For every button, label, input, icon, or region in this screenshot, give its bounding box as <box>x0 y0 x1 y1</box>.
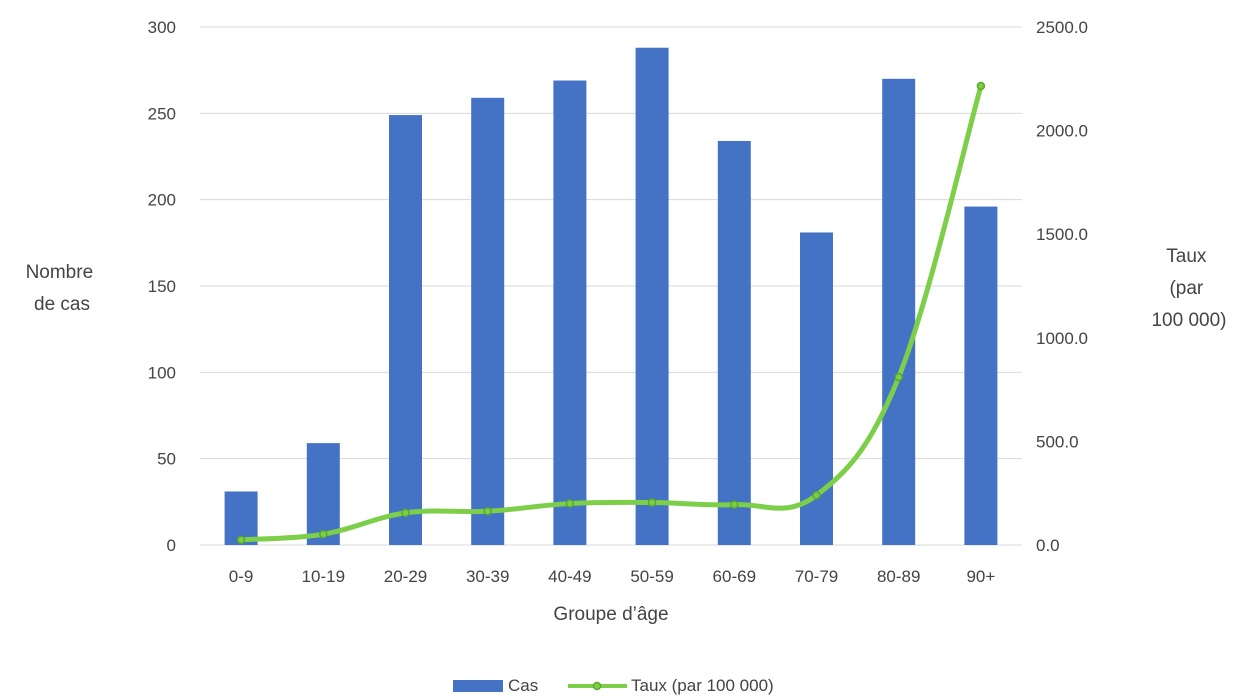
y2-axis-title-line-3: 100 000) <box>1151 310 1226 331</box>
y2-axis-title-line-2: (par <box>1169 278 1203 299</box>
x-tick-label: 20-29 <box>384 567 427 586</box>
x-tick-label: 50-59 <box>630 567 673 586</box>
x-tick-label: 60-69 <box>713 567 756 586</box>
y2-tick-label: 2000.0 <box>1036 122 1088 141</box>
bar <box>306 443 340 545</box>
y-tick-label: 300 <box>148 18 176 37</box>
y2-tick-label: 1000.0 <box>1036 329 1088 348</box>
y-axis-title-line-1: Nombre <box>26 262 94 283</box>
x-tick-label: 0-9 <box>229 567 254 586</box>
line-point <box>894 372 903 382</box>
series-line <box>238 83 984 543</box>
y-tick-label: 0 <box>167 536 176 555</box>
bar-series-cas <box>224 47 998 546</box>
bar <box>471 97 505 545</box>
y-tick-label: 250 <box>148 104 176 123</box>
y-tick-label: 150 <box>148 277 176 296</box>
line-point <box>483 506 492 516</box>
legend-label-cas: Cas <box>508 676 538 695</box>
x-axis-ticks: 0-9 10-19 20-29 30-39 40-49 50-59 60-69 70-79 80… <box>229 567 996 586</box>
bar <box>553 80 587 545</box>
line-point <box>647 498 657 507</box>
x-tick-label: 70-79 <box>795 567 838 586</box>
line-point <box>730 500 739 509</box>
line-point <box>319 529 328 539</box>
line-point <box>401 508 410 518</box>
line-point <box>565 499 575 508</box>
y2-axis-title: Taux (par 100 000) <box>1151 246 1226 331</box>
line-point <box>812 491 821 500</box>
x-tick-label: 30-39 <box>466 567 509 586</box>
x-tick-label: 40-49 <box>548 567 591 586</box>
y-tick-label: 50 <box>157 450 176 469</box>
x-tick-label: 90+ <box>966 567 995 586</box>
y2-tick-label: 2500.0 <box>1036 18 1088 37</box>
x-axis-title: Groupe d’âge <box>553 604 668 625</box>
x-tick-label: 80-89 <box>877 567 920 586</box>
bar <box>717 140 751 545</box>
line-point <box>976 81 986 91</box>
line-point <box>236 535 246 545</box>
bar <box>635 47 669 545</box>
y2-axis-title-line-1: Taux <box>1166 246 1207 267</box>
left-axis-ticks: 0 50 100 150 200 250 300 <box>148 18 176 555</box>
legend-swatch-cas <box>453 680 503 692</box>
y-axis-title-line-2: de cas <box>34 294 90 315</box>
y-axis-title: Nombre de cas <box>26 262 99 315</box>
y2-tick-label: 0.0 <box>1036 536 1060 555</box>
bar <box>389 115 422 545</box>
y2-tick-label: 500.0 <box>1036 432 1079 451</box>
x-tick-label: 10-19 <box>302 567 345 586</box>
y-tick-label: 200 <box>148 191 176 210</box>
legend-label-taux: Taux (par 100 000) <box>631 676 774 695</box>
legend: Cas Taux (par 100 000) <box>453 676 774 695</box>
bar <box>964 206 998 545</box>
right-axis-ticks: 0.0 500.0 1000.0 1500.0 2000.0 2500.0 <box>1036 18 1088 555</box>
line-series-taux <box>236 81 986 545</box>
bar <box>882 78 916 546</box>
y-tick-label: 100 <box>148 363 176 382</box>
legend-marker-taux <box>592 681 602 691</box>
y2-tick-label: 1500.0 <box>1036 225 1088 244</box>
